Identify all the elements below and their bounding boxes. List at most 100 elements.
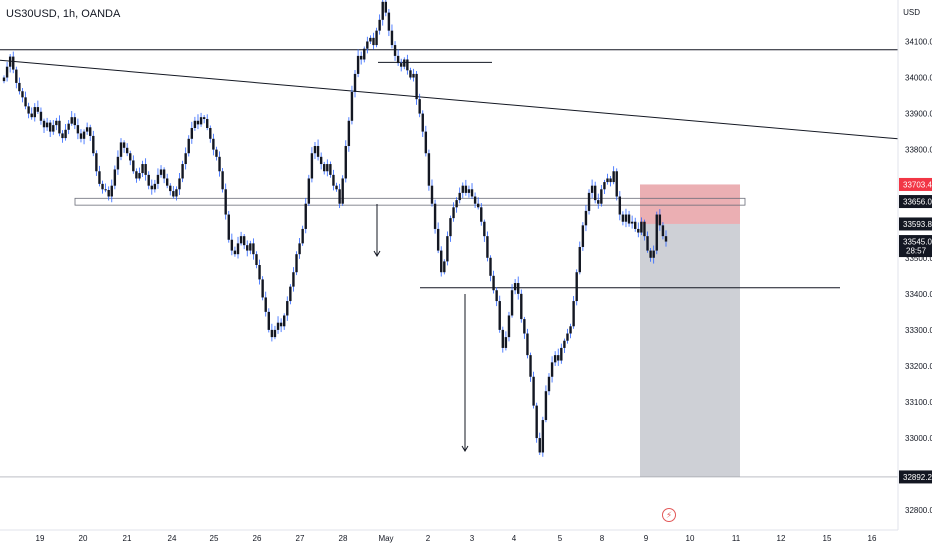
price-tick-label: 33800.0 — [905, 146, 932, 155]
take-profit-zone — [640, 223, 740, 477]
candle-body — [612, 171, 615, 183]
price-tag: 33703.4 — [899, 177, 932, 191]
candle-body — [113, 169, 117, 186]
support-zone — [74, 197, 746, 206]
position-zones — [640, 184, 740, 477]
candle-body — [39, 111, 43, 121]
candle-body — [261, 279, 264, 298]
candle-body — [141, 164, 144, 174]
candle-body — [643, 221, 646, 237]
candle-body — [61, 133, 64, 139]
candle-body — [135, 171, 138, 179]
candle-body — [184, 153, 187, 165]
candle-body — [350, 91, 354, 121]
candle-body — [652, 250, 655, 258]
candle-body — [73, 117, 77, 126]
time-tick-label: 12 — [777, 534, 786, 543]
candle-body — [480, 207, 483, 222]
price-tick-label: 33300.0 — [905, 326, 932, 335]
descending-trendline — [0, 59, 899, 140]
candle-body — [566, 333, 569, 341]
candle-body — [587, 192, 591, 211]
time-axis: 19 20 21 24 25 26 27 28 May 2 3 4 5 8 9 10 11 12 15 16 — [0, 529, 898, 543]
candle-body — [101, 183, 104, 190]
candle-body — [378, 19, 381, 31]
time-tick-label: 8 — [600, 534, 605, 543]
candle-body — [600, 189, 603, 204]
candle-body — [298, 243, 301, 255]
candle-body — [218, 156, 221, 172]
price-tick-label: 33500.0 — [905, 254, 932, 263]
candle-body — [246, 245, 249, 251]
candle-body — [473, 196, 477, 204]
candle-body — [584, 210, 588, 226]
candle-body — [129, 153, 132, 161]
candle-body — [24, 97, 27, 107]
candle-body — [175, 189, 178, 197]
candle-body — [48, 122, 52, 132]
stop-loss-zone — [640, 184, 740, 224]
candle-body — [621, 214, 625, 222]
candle-body — [390, 30, 394, 46]
candle-body — [52, 125, 55, 132]
candle-body — [264, 297, 267, 312]
candle-body — [286, 301, 289, 316]
candle-body — [15, 69, 18, 83]
candle-body — [276, 322, 280, 330]
time-tick-label: 3 — [470, 534, 475, 543]
time-tick-label: 10 — [686, 534, 695, 543]
candle-body — [590, 185, 594, 193]
candle-body — [42, 120, 46, 128]
candle-body — [575, 272, 578, 302]
time-tick-label: 21 — [123, 534, 132, 543]
lightning-icon[interactable]: ⚡ — [662, 508, 676, 522]
candle-body — [119, 142, 123, 157]
candle-body — [267, 311, 270, 330]
candle-body — [2, 77, 6, 82]
candle-body — [323, 164, 326, 172]
candle-body — [363, 48, 366, 60]
price-tag-label: 33656.0 — [903, 198, 932, 207]
candle-body — [544, 391, 548, 421]
countdown-label: 28:57 — [906, 247, 927, 256]
time-tick-label: 9 — [644, 534, 649, 543]
candle-body — [162, 169, 166, 179]
time-tick-label: 26 — [253, 534, 262, 543]
time-tick-label: 19 — [36, 534, 45, 543]
candle-body — [227, 214, 230, 240]
price-tag-label: 32892.2 — [903, 473, 932, 482]
candle-body — [495, 290, 498, 302]
candle-body — [569, 326, 572, 334]
candle-body — [538, 438, 541, 453]
candle-body — [353, 73, 357, 92]
time-tick-label: 27 — [296, 534, 305, 543]
price-tag-bg — [899, 217, 932, 231]
price-tag-bg — [899, 195, 932, 209]
time-tick-label: 2 — [426, 534, 431, 543]
time-tick-label: 15 — [823, 534, 832, 543]
candle-body — [169, 185, 172, 192]
symbol-label: US30USD, 1h, OANDA — [6, 8, 121, 20]
price-tick-label: 33400.0 — [905, 290, 932, 299]
candle-body — [446, 236, 449, 262]
candle-body — [310, 153, 314, 179]
candle-body — [464, 185, 468, 193]
candle-body — [369, 37, 372, 42]
candle-body — [150, 185, 153, 190]
price-tag-bg — [899, 470, 932, 484]
candle-body — [279, 322, 283, 327]
candle-body — [215, 149, 218, 157]
candle-body — [326, 164, 329, 172]
candle-body — [649, 250, 652, 258]
candle-body — [329, 164, 332, 175]
candle-body — [603, 182, 606, 190]
candle-body — [381, 1, 384, 20]
candle-body — [239, 236, 243, 244]
candle-body — [289, 286, 292, 302]
candle-body — [199, 117, 203, 125]
candle-body — [359, 55, 363, 60]
candle-body — [403, 59, 406, 67]
candle-body — [541, 420, 545, 453]
